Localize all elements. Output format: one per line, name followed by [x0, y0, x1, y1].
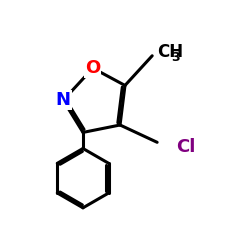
- Text: O: O: [85, 59, 100, 77]
- Text: CH: CH: [157, 43, 183, 61]
- Text: 3: 3: [171, 50, 179, 64]
- Text: N: N: [56, 91, 71, 109]
- Text: Cl: Cl: [176, 138, 195, 156]
